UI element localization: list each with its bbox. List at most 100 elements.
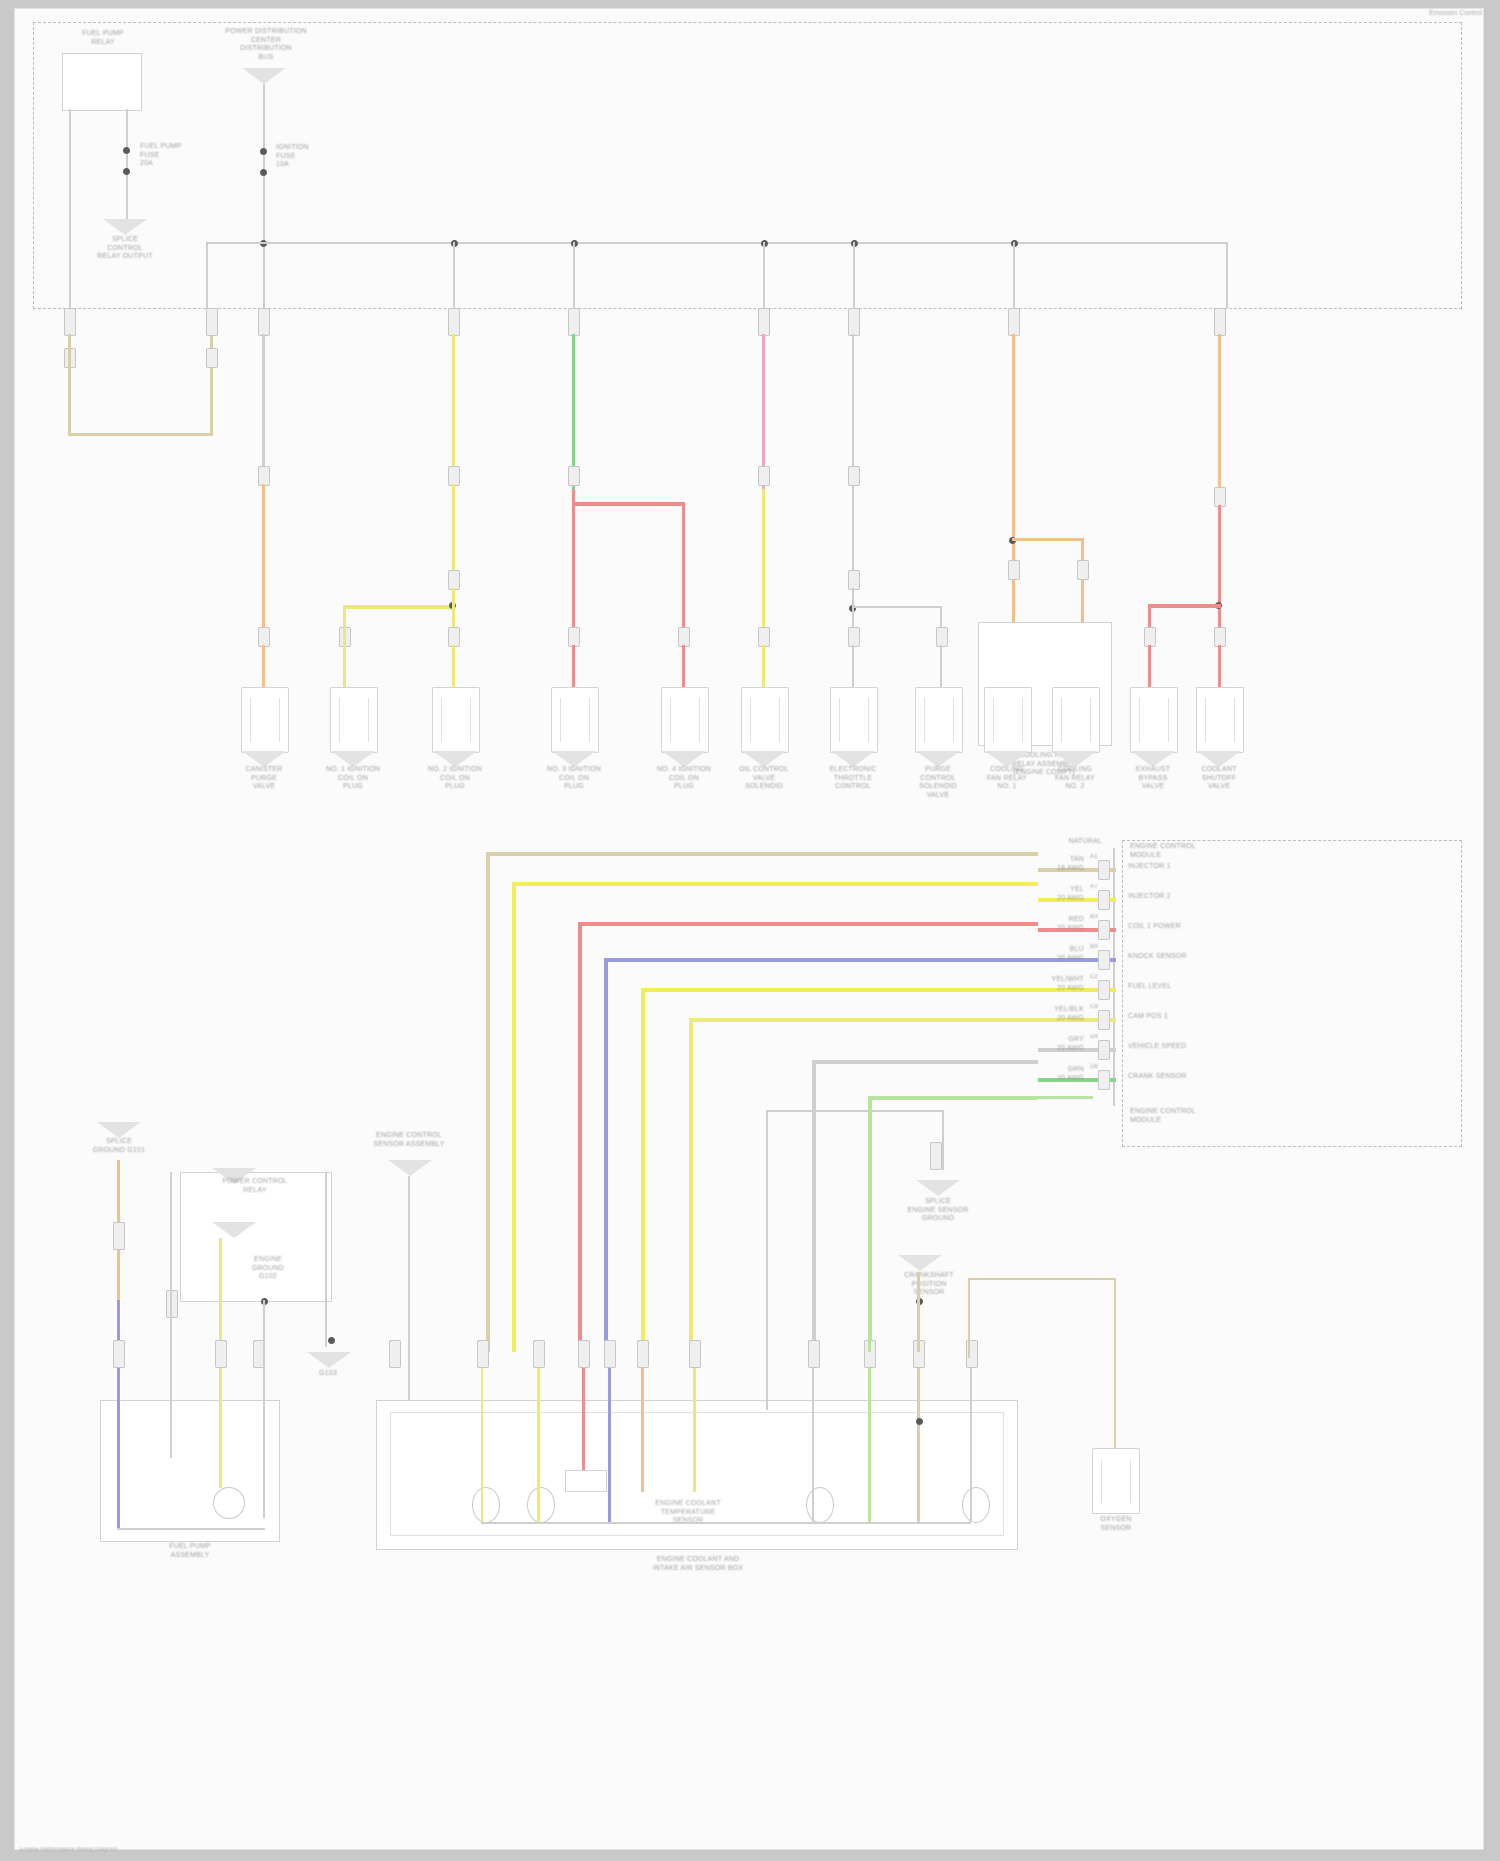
- connector-pin-col0[interactable]: [64, 308, 76, 336]
- sensor-box-label: ENGINE COOLANT AND INTAKE AIR SENSOR BOX: [652, 1556, 744, 1572]
- ecm-pin-connector[interactable]: [1098, 890, 1110, 910]
- sensor-pin-f[interactable]: [689, 1340, 701, 1368]
- ignition-fuse-label: IGNITION FUSE 10A: [276, 144, 309, 168]
- wire-col7-gray-h: [852, 606, 942, 608]
- connector-pin-col7-b[interactable]: [848, 466, 860, 486]
- sensor-lead-a: [481, 1352, 483, 1522]
- engine-sensor-assembly-title: ENGINE CONTROL SENSOR ASSEMBLY: [373, 1132, 445, 1148]
- connector-pin-col10[interactable]: [1214, 308, 1226, 336]
- fuel-pump-assembly-label: FUEL PUMP ASSEMBLY: [169, 1543, 211, 1559]
- ecm-pin-connector[interactable]: [1098, 1040, 1110, 1060]
- ecm-pin-name: FUEL LEVEL: [1128, 983, 1172, 990]
- connector-pin-col10-b[interactable]: [1214, 487, 1226, 507]
- sensor-symbol-3: [806, 1487, 834, 1523]
- component-label: COOLANT SHUTOFF VALVE: [1201, 766, 1237, 790]
- connector-pin-col0-c[interactable]: [206, 308, 218, 336]
- sensor-lead-c: [582, 1352, 585, 1470]
- fuel-pump-relay-box: [62, 53, 142, 111]
- bottom-right-pin-a[interactable]: [930, 1142, 942, 1170]
- harness-run-horizontal: [641, 988, 1038, 992]
- connector-pin-col7[interactable]: [848, 308, 860, 336]
- ecm-pin-connector[interactable]: [1098, 860, 1110, 880]
- connector-pin-col7-d[interactable]: [848, 627, 860, 647]
- harness-run-horizontal: [512, 882, 1038, 886]
- wire-col7-gray-b: [852, 588, 854, 630]
- ecm-pin-connector[interactable]: [1098, 920, 1110, 940]
- sensor-symbol-4: [962, 1487, 990, 1523]
- ecm-pin-wire-label: BLU 20 AWG: [1056, 946, 1084, 962]
- bus-drop-b: [573, 242, 575, 308]
- bottom-left-splice-b-label: ENGINE GROUND G102: [251, 1256, 285, 1280]
- relay1-left-leg: [69, 109, 71, 436]
- connector-pin-col10-c[interactable]: [1144, 627, 1156, 647]
- ecm-pin-number: B9: [1090, 944, 1098, 950]
- ecm-pin-connector[interactable]: [1098, 1010, 1110, 1030]
- sensor-pin-d[interactable]: [604, 1340, 616, 1368]
- wire-col9-orange: [1012, 334, 1015, 634]
- wire-col0-tan-up: [210, 334, 213, 434]
- engine-sensor-pin[interactable]: [389, 1340, 401, 1368]
- sensor-lead-e: [641, 1352, 644, 1492]
- connector-pin-col9-c[interactable]: [1077, 560, 1089, 580]
- connector-pin-col8[interactable]: [936, 627, 948, 647]
- bottom-right-rail-c: [868, 1096, 871, 1352]
- connector-pin-col6[interactable]: [758, 308, 770, 336]
- harness-run-vertical: [512, 882, 516, 1352]
- component-symbol: [1052, 687, 1100, 753]
- connector-pin-col3-b[interactable]: [448, 466, 460, 486]
- harness-run-horizontal: [604, 958, 1038, 962]
- connector-pin-col0-d[interactable]: [206, 348, 218, 368]
- oxygen-sensor-label: OXYGEN SENSOR: [1100, 1516, 1132, 1532]
- connector-pin-col6-c[interactable]: [758, 627, 770, 647]
- crank-sensor-label: CRANKSHAFT POSITION SENSOR: [904, 1272, 954, 1296]
- sensor-pin-c[interactable]: [578, 1340, 590, 1368]
- ecm-pin-connector[interactable]: [1098, 1070, 1110, 1090]
- connector-pin-col4-c[interactable]: [568, 627, 580, 647]
- sensor-lead-f: [693, 1352, 696, 1492]
- connector-pin-col7-c[interactable]: [848, 570, 860, 590]
- connector-pin-col1-b[interactable]: [258, 466, 270, 486]
- wire-col4-red-h: [572, 502, 685, 506]
- wire-col2-yellow-dn: [343, 645, 346, 687]
- bottom-right-splice-label: SPLICE ENGINE SENSOR GROUND: [907, 1198, 969, 1222]
- sensor-pin-e[interactable]: [637, 1340, 649, 1368]
- bus-junction-a: [260, 148, 267, 155]
- connector-pin-col6-b[interactable]: [758, 466, 770, 486]
- bottom-left-ground-triangle: [307, 1352, 351, 1368]
- connector-pin-col4-b[interactable]: [568, 466, 580, 486]
- ecm-pin-connector[interactable]: [1098, 980, 1110, 1000]
- connector-pin-col9[interactable]: [1008, 308, 1020, 336]
- connector-pin-col3-d[interactable]: [448, 627, 460, 647]
- connector-pin-col5[interactable]: [678, 627, 690, 647]
- ecm-pin-wire: [1038, 1048, 1116, 1052]
- sensor-lead-g: [812, 1352, 814, 1522]
- bottom-left-pin-c[interactable]: [166, 1290, 178, 1318]
- sensor-pin-g[interactable]: [808, 1340, 820, 1368]
- bottom-left-pin-b[interactable]: [113, 1340, 125, 1368]
- connector-pin-col4[interactable]: [568, 308, 580, 336]
- ecm-header: NATURAL: [1068, 838, 1102, 845]
- component-label: CANISTER PURGE VALVE: [245, 766, 283, 790]
- bottom-left-pin-d[interactable]: [215, 1340, 227, 1368]
- wire-col9-orange-h: [1012, 538, 1084, 541]
- bottom-left-pin-a[interactable]: [113, 1222, 125, 1250]
- component-symbol: [984, 687, 1032, 753]
- sensor-pin-b[interactable]: [533, 1340, 545, 1368]
- connector-pin-col3-c[interactable]: [448, 570, 460, 590]
- harness-run-horizontal: [812, 1060, 1038, 1064]
- ecm-pin-connector[interactable]: [1098, 950, 1110, 970]
- sensor-pin-a[interactable]: [477, 1340, 489, 1368]
- ecm-pin-wire-label: RED 20 AWG: [1056, 916, 1084, 932]
- fuel-pump-leg-c: [219, 1400, 222, 1488]
- fuel-pump-leg-a: [117, 1400, 120, 1530]
- connector-pin-col1-c[interactable]: [258, 627, 270, 647]
- ecm-pin-number: D4: [1090, 1034, 1099, 1040]
- bottom-left-wire-gray-b: [263, 1300, 265, 1408]
- connector-pin-col3[interactable]: [448, 308, 460, 336]
- harness-run-vertical: [689, 1018, 693, 1352]
- connector-pin-col9-b[interactable]: [1008, 560, 1020, 580]
- connector-pin-col10-d[interactable]: [1214, 627, 1226, 647]
- harness-run-vertical: [812, 1060, 816, 1352]
- connector-pin-col1[interactable]: [258, 308, 270, 336]
- bus-drop-c: [763, 242, 765, 308]
